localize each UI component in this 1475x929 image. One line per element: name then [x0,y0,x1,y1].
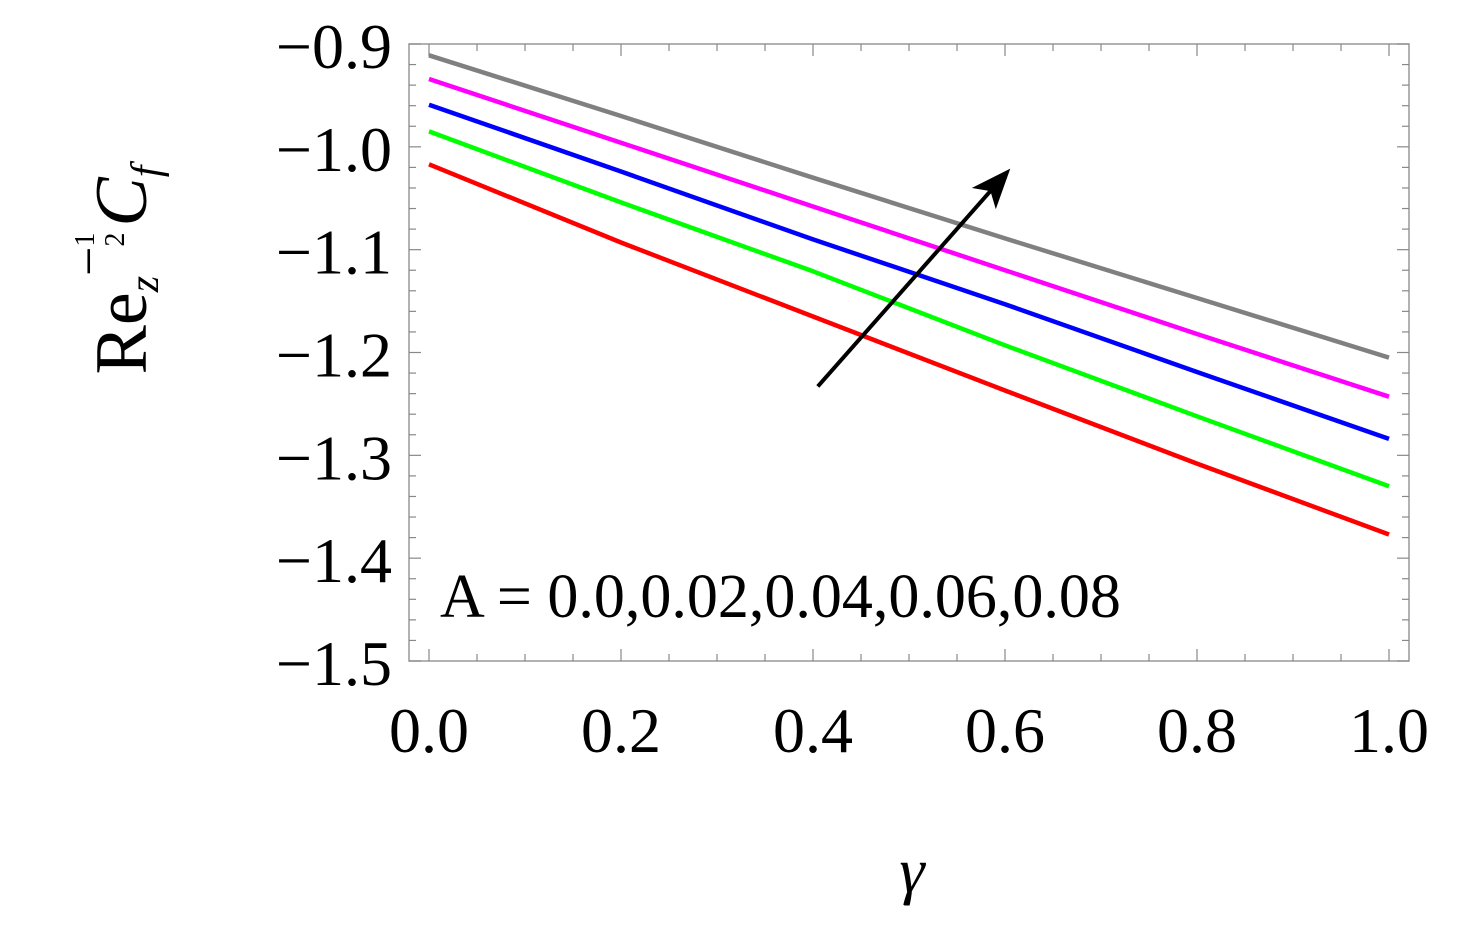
series-line-1 [428,162,1390,537]
minor-ticks [409,43,1409,662]
y-tick-label: −1.0 [276,114,392,185]
series-line-5 [428,53,1390,360]
y-tick-label: −1.3 [276,422,392,493]
x-tick-label: 0.4 [773,695,853,766]
series-line-2 [428,129,1390,489]
x-tick-label: 0.2 [581,695,661,766]
x-tick-label: 1.0 [1349,695,1429,766]
y-tick-label: −1.2 [276,320,392,391]
y-tick-label: −1.5 [276,628,392,699]
y-axis-title-symbol: C [81,176,163,227]
series-line-4 [428,76,1390,399]
trend-arrow [816,168,1011,388]
series-line-3 [428,102,1390,442]
y-tick-label: −1.1 [276,217,392,288]
y-axis-title-exponent-sign: − [61,247,118,276]
y-axis-title: Rez−12 Cf [61,160,170,374]
x-tick-labels: 0.0 0.2 0.4 0.6 0.8 1.0 [389,695,1429,766]
y-axis-title-symbol-subscript: f [124,160,170,177]
series-layer [428,53,1390,537]
y-axis-title-exponent-numerator: 1 [70,233,101,247]
y-tick-labels: −0.9 −1.0 −1.1 −1.2 −1.3 −1.4 −1.5 [276,11,392,699]
x-axis-title: γ [899,835,926,906]
y-axis-title-base: Re [81,292,163,374]
y-axis-title-exponent-denominator: 2 [100,233,131,247]
annotation-label: A = 0.0,0.02,0.04,0.06,0.08 [440,563,1121,631]
x-tick-label: 0.6 [965,695,1045,766]
y-tick-label: −1.4 [276,525,392,596]
x-tick-label: 0.0 [389,695,469,766]
svg-text:Rez−12Cf: Rez−12 Cf [61,160,170,374]
y-tick-label: −0.9 [276,11,392,82]
x-tick-label: 0.8 [1157,695,1237,766]
y-axis-title-subscript: z [122,276,168,293]
